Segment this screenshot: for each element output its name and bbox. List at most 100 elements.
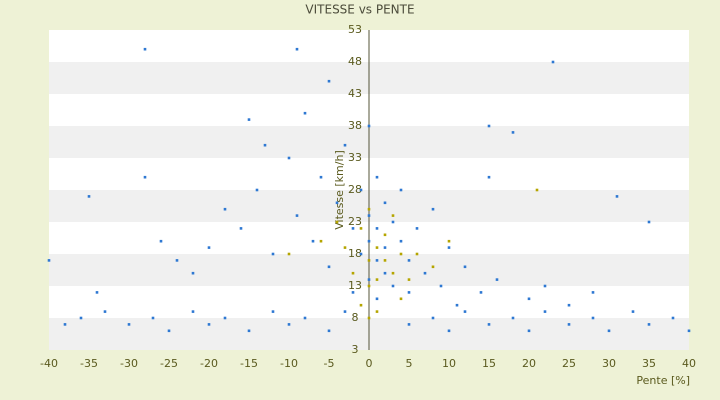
- point: [551, 60, 555, 64]
- point: [431, 207, 435, 211]
- point: [311, 239, 315, 243]
- point: [383, 271, 387, 275]
- x-tick-label: 25: [562, 357, 576, 370]
- point: [287, 156, 291, 160]
- point: [487, 323, 491, 326]
- point: [615, 195, 619, 198]
- point: [367, 259, 371, 262]
- point: [255, 188, 259, 192]
- y-tick-label: 38: [348, 119, 362, 132]
- point: [143, 175, 147, 179]
- x-tick-label: -15: [240, 357, 258, 370]
- x-tick-label: -20: [200, 357, 218, 370]
- point: [159, 239, 163, 243]
- point: [407, 323, 411, 326]
- point: [463, 310, 467, 313]
- point: [351, 291, 355, 294]
- point: [79, 316, 83, 320]
- point: [247, 329, 251, 333]
- point: [375, 310, 379, 313]
- point: [447, 239, 451, 243]
- point: [271, 310, 275, 313]
- point: [631, 310, 635, 313]
- x-tick-label: -5: [324, 357, 335, 370]
- point: [343, 246, 347, 249]
- point: [287, 323, 291, 326]
- point: [375, 246, 379, 249]
- point: [487, 175, 491, 179]
- point: [607, 329, 611, 333]
- y-tick-label: 13: [348, 279, 362, 292]
- point: [367, 239, 371, 243]
- point: [295, 214, 299, 217]
- point: [175, 259, 179, 262]
- point: [399, 297, 403, 301]
- point: [207, 246, 211, 249]
- x-tick-label: -40: [40, 357, 58, 370]
- point: [351, 227, 355, 230]
- chart-title: VITESSE vs PENTE: [305, 3, 414, 17]
- point: [167, 329, 171, 333]
- point: [543, 310, 547, 313]
- point: [327, 265, 331, 269]
- point: [359, 227, 363, 230]
- x-tick-label: -10: [280, 357, 298, 370]
- point: [319, 175, 323, 179]
- point: [383, 246, 387, 249]
- point: [407, 278, 411, 281]
- point: [383, 259, 387, 262]
- point: [367, 316, 371, 320]
- point: [87, 195, 91, 198]
- y-tick-label: 48: [348, 55, 362, 68]
- point: [191, 271, 195, 275]
- point: [367, 284, 371, 288]
- point: [375, 227, 379, 230]
- y-tick-label: 3: [352, 343, 359, 356]
- point: [375, 175, 379, 179]
- point: [327, 79, 331, 83]
- point: [223, 316, 227, 320]
- point: [343, 143, 347, 147]
- x-tick-label: -35: [80, 357, 98, 370]
- y-tick-label: 23: [348, 215, 362, 228]
- point: [383, 233, 387, 237]
- point: [415, 252, 419, 256]
- y-axis-label: Vitesse [km/h]: [333, 150, 346, 230]
- point: [455, 303, 459, 307]
- point: [391, 271, 395, 275]
- point: [103, 310, 107, 313]
- point: [511, 131, 515, 134]
- point: [647, 323, 651, 326]
- point: [343, 310, 347, 313]
- point: [383, 201, 387, 205]
- point: [151, 316, 155, 320]
- point: [527, 329, 531, 333]
- x-tick-label: 5: [406, 357, 413, 370]
- point: [439, 284, 443, 288]
- point: [143, 47, 147, 51]
- point: [335, 201, 339, 205]
- point: [399, 239, 403, 243]
- point: [263, 143, 267, 147]
- point: [423, 271, 427, 275]
- point: [191, 310, 195, 313]
- point: [431, 316, 435, 320]
- point: [399, 188, 403, 192]
- point: [431, 265, 435, 269]
- y-tick-label: 33: [348, 151, 362, 164]
- point: [367, 207, 371, 211]
- x-tick-label: 15: [482, 357, 496, 370]
- point: [295, 47, 299, 51]
- point: [247, 118, 251, 121]
- point: [463, 265, 467, 269]
- point: [359, 188, 363, 192]
- point: [495, 278, 499, 281]
- point: [591, 316, 595, 320]
- point: [479, 291, 483, 294]
- point: [543, 284, 547, 288]
- y-tick-label: 53: [348, 23, 362, 36]
- point: [327, 329, 331, 333]
- point: [647, 220, 651, 224]
- point: [95, 291, 99, 294]
- point: [271, 252, 275, 256]
